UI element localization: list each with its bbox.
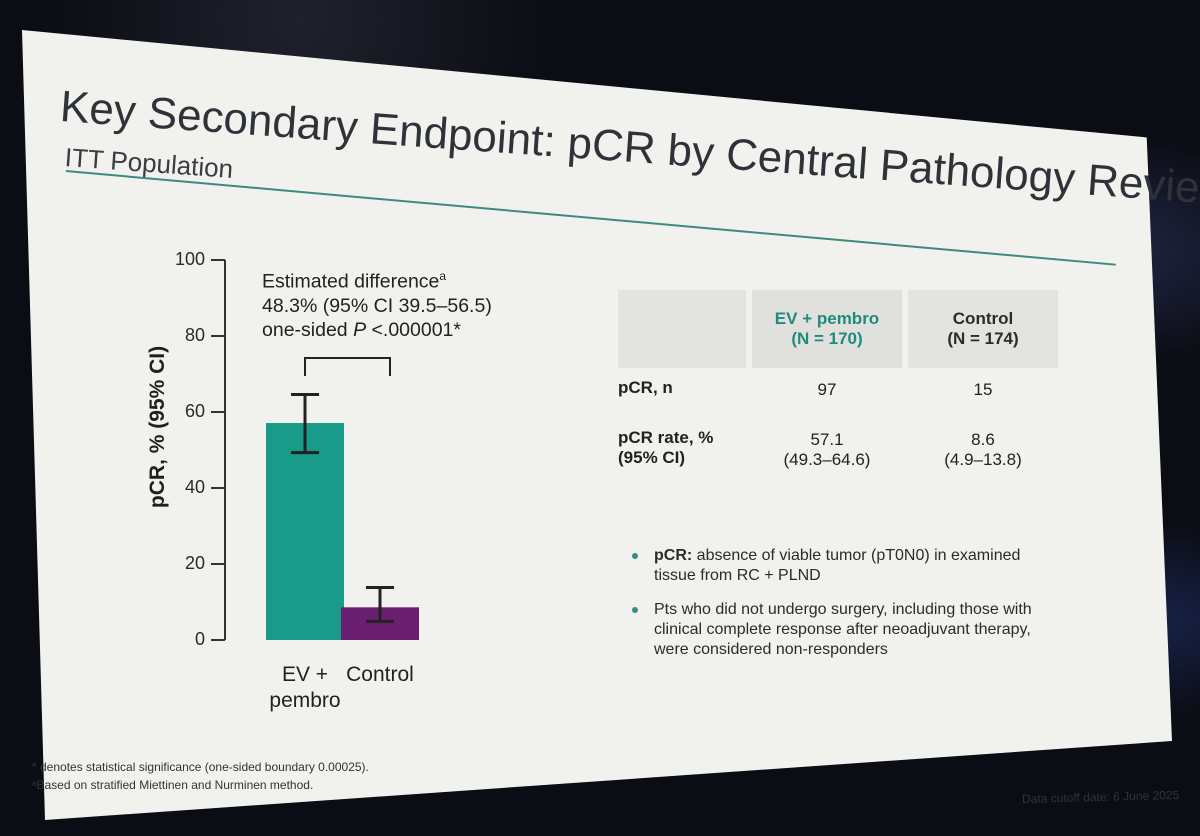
row-label-text: pCR rate, % [618, 428, 714, 447]
table-corner-cell [618, 290, 746, 368]
bullet-item: pCR: absence of viable tumor (pT0N0) in … [630, 546, 1050, 586]
table-header-row: EV + pembro (N = 170) Control (N = 174) [618, 290, 1058, 368]
y-tick-label: 100 [174, 249, 205, 269]
cell-ev-value: 97 [817, 380, 837, 399]
slide [22, 30, 1172, 820]
annotation-p-symbol: P [353, 318, 367, 341]
annotation-line1: Estimated difference [262, 270, 440, 293]
table-header-ev-pembro: EV + pembro (N = 170) [752, 290, 902, 368]
cell-ev: 57.1 (49.3–64.6) [752, 422, 902, 470]
annotation-line2: 48.3% (95% CI 39.5–56.5) [262, 294, 492, 317]
cell-ev-value: 57.1 [810, 430, 844, 449]
bullet-bold: pCR: [654, 547, 693, 564]
cell-ev-ci: (49.3–64.6) [783, 450, 871, 469]
bullet-item: Pts who did not undergo surgery, includi… [630, 600, 1050, 660]
row-label: pCR rate, % (95% CI) [618, 422, 746, 470]
x-category-label: Control [346, 663, 414, 686]
chart-plot [211, 259, 419, 641]
cell-control-value: 8.6 [971, 430, 995, 449]
difference-annotation: Estimated differencea 48.3% (95% CI 39.5… [262, 264, 492, 342]
bullet-dot-icon [632, 553, 638, 559]
y-tick-label: 40 [184, 477, 205, 497]
cell-control: 8.6 (4.9–13.8) [908, 422, 1058, 470]
annotation-footnote-mark: a [439, 269, 447, 283]
bar-ev-pembro [266, 423, 344, 640]
header-control-name: Control [952, 309, 1014, 328]
y-tick-label: 20 [184, 553, 205, 573]
y-tick-label: 0 [194, 629, 205, 649]
cell-control-value: 15 [973, 380, 993, 399]
footnote-significance: * denotes statistical significance (one-… [32, 760, 369, 774]
bullet-dot-icon [632, 607, 638, 613]
table-row: pCR rate, % (95% CI) 57.1 (49.3–64.6) 8.… [618, 422, 1058, 470]
row-label-subtext: (95% CI) [618, 448, 686, 467]
footnote-method: ᵃBased on stratified Miettinen and Nurmi… [32, 778, 314, 792]
pcr-bar-chart: pCR, % (95% CI) Estimated differencea 48… [130, 240, 500, 720]
table-header-control: Control (N = 174) [908, 290, 1058, 368]
annotation-line3-prefix: one-sided [262, 318, 354, 341]
table-row: pCR, n 97 15 [618, 372, 1058, 418]
row-label: pCR, n [618, 372, 746, 418]
y-tick-label: 80 [184, 325, 205, 345]
pcr-results-table: EV + pembro (N = 170) Control (N = 174) … [612, 286, 1064, 474]
row-label-text: pCR, n [618, 378, 673, 397]
header-control-n: (N = 174) [947, 329, 1019, 348]
bullet-text: Pts who did not undergo surgery, includi… [654, 601, 1032, 658]
annotation-line3-rest: <.000001* [366, 318, 461, 341]
header-ev-name: EV + pembro [774, 309, 880, 328]
cell-ev: 97 [752, 372, 902, 418]
x-category-label: EV + pembro [269, 663, 341, 712]
cell-control-ci: (4.9–13.8) [944, 450, 1022, 469]
comparison-bracket [304, 357, 391, 376]
bullet-text: absence of viable tumor (pT0N0) in exami… [654, 547, 1021, 584]
cell-control: 15 [908, 372, 1058, 418]
header-ev-n: (N = 170) [791, 329, 863, 348]
definition-bullets: pCR: absence of viable tumor (pT0N0) in … [630, 546, 1050, 674]
y-tick-label: 60 [184, 401, 205, 421]
